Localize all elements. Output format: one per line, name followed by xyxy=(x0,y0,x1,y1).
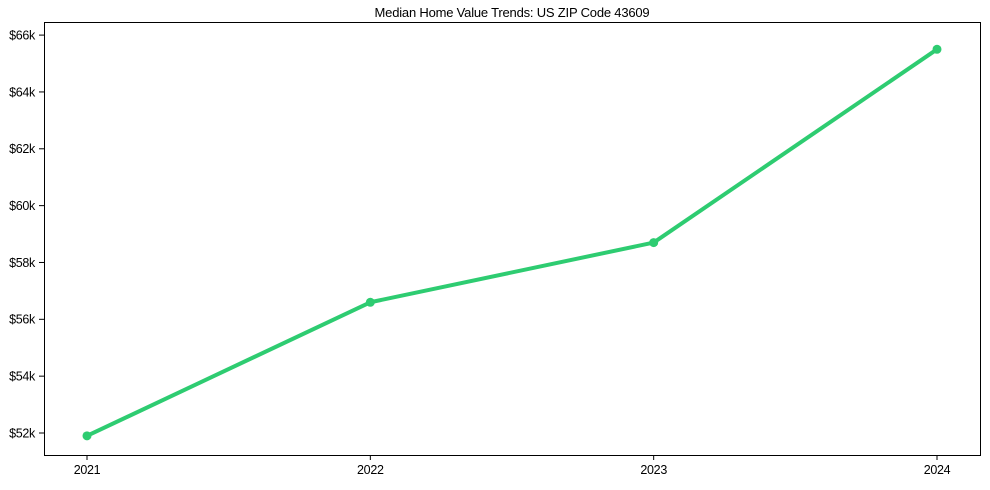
data-point xyxy=(365,297,375,307)
data-point xyxy=(932,44,942,54)
y-tick-label: $54k xyxy=(9,370,36,384)
x-tick-label: 2023 xyxy=(640,463,667,477)
y-tick-label: $60k xyxy=(9,199,36,213)
data-point xyxy=(649,238,659,248)
x-tick-label: 2022 xyxy=(357,463,384,477)
y-tick-label: $66k xyxy=(9,28,36,42)
chart-title: Median Home Value Trends: US ZIP Code 43… xyxy=(374,5,650,20)
trend-line xyxy=(85,47,939,438)
axes-spines xyxy=(44,22,981,456)
y-tick-label: $56k xyxy=(9,313,36,327)
y-tick-label: $52k xyxy=(9,426,36,440)
x-tick-label: 2024 xyxy=(924,463,951,477)
x-tick-label: 2021 xyxy=(74,463,101,477)
y-tick-label: $64k xyxy=(9,85,36,99)
y-tick-label: $58k xyxy=(9,256,36,270)
data-point xyxy=(82,431,92,441)
y-tick-label: $62k xyxy=(9,142,36,156)
